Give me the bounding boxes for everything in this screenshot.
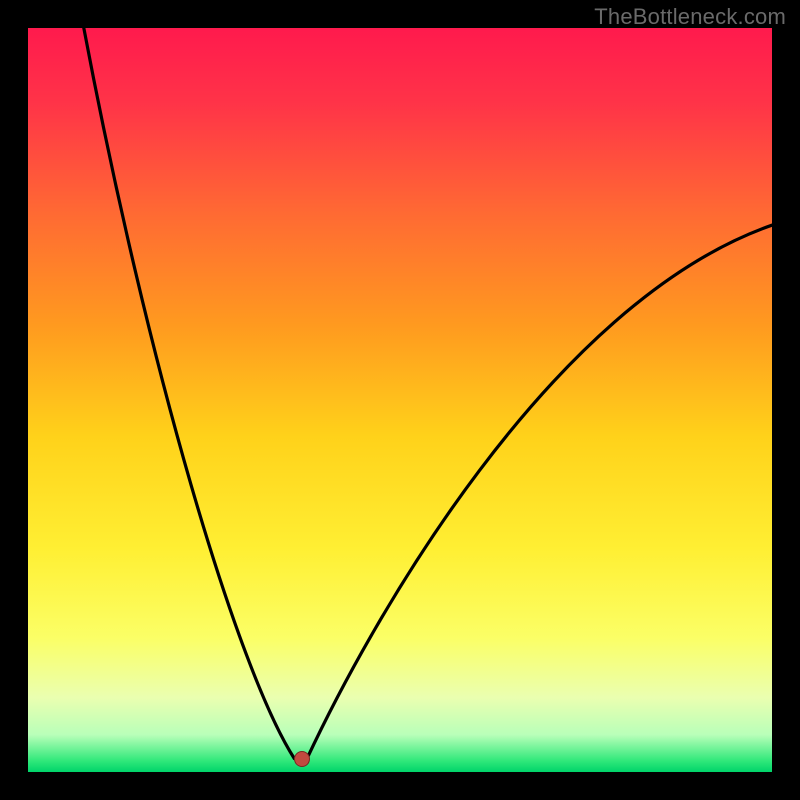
curve-path	[84, 28, 772, 760]
plot-area	[28, 28, 772, 772]
watermark-text: TheBottleneck.com	[594, 4, 786, 30]
bottleneck-curve	[28, 28, 772, 772]
bottleneck-marker	[294, 751, 310, 767]
